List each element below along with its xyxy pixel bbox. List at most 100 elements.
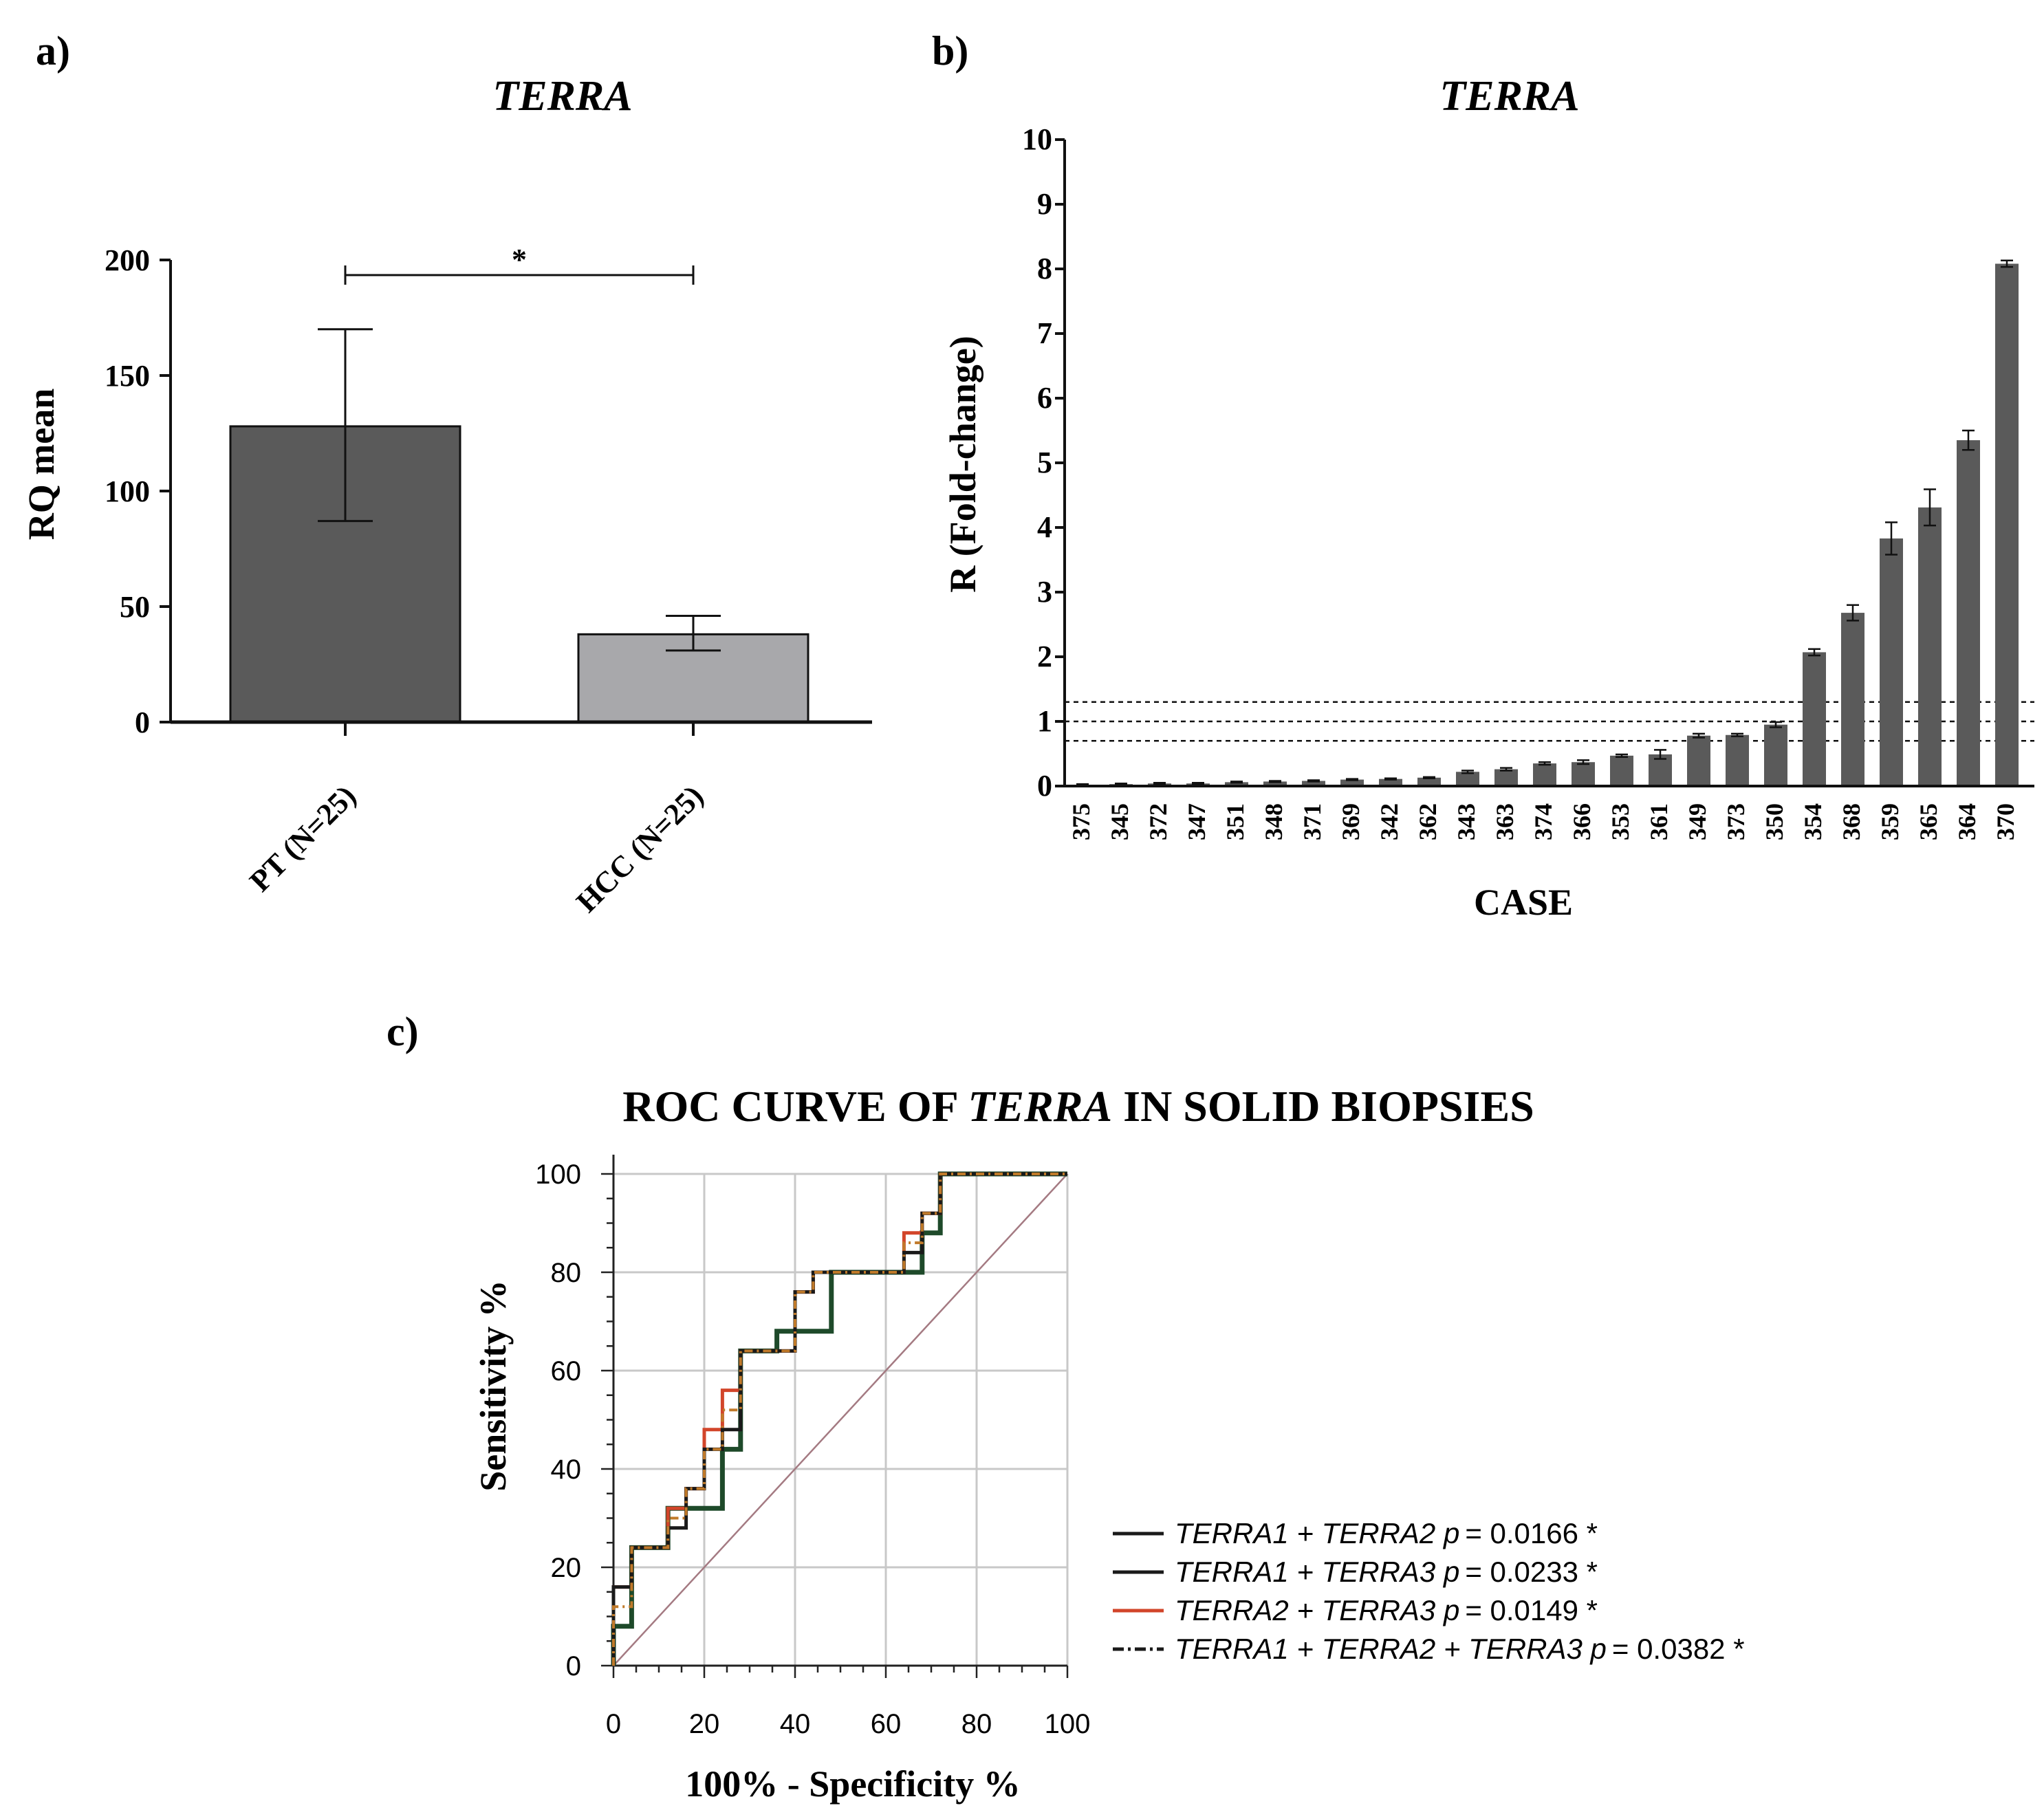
panel-a-ylabel: RQ mean: [21, 389, 62, 540]
bar-case-364: [1957, 440, 1980, 786]
panel-b-ytick: 3: [1037, 575, 1052, 609]
panel-c-letter: c): [387, 1009, 419, 1054]
panel-b: b) TERRA R (Fold-change) CASE 0 1 2 3 4 …: [932, 28, 2034, 923]
panel-b-ytick: 5: [1037, 446, 1052, 479]
panel-b-ytick: 1: [1037, 704, 1052, 738]
bar-case-354: [1803, 652, 1826, 786]
legend-series-name: TERRA1 + TERRA3: [1175, 1556, 1435, 1588]
panel-b-ytick: 9: [1037, 187, 1052, 221]
bar-case-368: [1841, 613, 1864, 786]
case-label: 348: [1260, 803, 1287, 840]
roc-ytick: 100: [535, 1159, 581, 1190]
case-label: 345: [1106, 803, 1133, 840]
legend-label-terra1-terra2: TERRA1 + TERRA2 p = 0.0166 *: [1175, 1517, 1598, 1549]
bar-case-359: [1880, 538, 1903, 786]
case-label: 362: [1414, 803, 1442, 840]
roc-ytick: 80: [551, 1258, 582, 1288]
panel-a-letter: a): [36, 28, 70, 74]
panel-c-ylabel: Sensitivity %: [472, 1280, 514, 1492]
panel-a-xtick: PT (N=25): [243, 778, 362, 898]
legend-p-value: = 0.0382 *: [1612, 1633, 1745, 1665]
case-label: 350: [1761, 803, 1788, 840]
legend-p-value: = 0.0149 *: [1465, 1594, 1598, 1626]
case-label: 364: [1953, 803, 1981, 840]
roc-ytick: 40: [551, 1455, 582, 1485]
roc-ytick: 20: [551, 1553, 582, 1583]
legend-series-name: TERRA1 + TERRA2: [1175, 1517, 1435, 1549]
bar-case-365: [1918, 507, 1942, 786]
legend-p-label: p: [1442, 1594, 1459, 1626]
case-label: 370: [1992, 803, 2019, 840]
bar-case-373: [1726, 734, 1749, 786]
bar-case-369: [1340, 779, 1364, 786]
panel-b-ytick: 10: [1022, 122, 1052, 156]
legend-series-name: TERRA1 + TERRA2 + TERRA3: [1175, 1633, 1583, 1665]
panel-a-xtick: HCC (N=25): [569, 778, 710, 919]
bar-case-351: [1225, 782, 1248, 786]
bar-case-371: [1302, 781, 1325, 786]
legend-p-value: = 0.0166 *: [1465, 1517, 1598, 1549]
case-label: 366: [1568, 803, 1596, 840]
case-label: 373: [1722, 803, 1750, 840]
case-label: 343: [1453, 803, 1480, 840]
roc-xtick: 0: [606, 1709, 621, 1739]
case-label: 349: [1684, 803, 1711, 840]
case-label: 342: [1376, 803, 1403, 840]
panel-c-title: ROC CURVE OF TERRA IN SOLID BIOPSIES: [622, 1082, 1534, 1131]
legend-label-terra-all: TERRA1 + TERRA2 + TERRA3 p = 0.0382 *: [1175, 1633, 1745, 1665]
panel-b-yticks: 0 1 2 3 4 5 6 7 8 9 10: [1022, 122, 1052, 803]
roc-title-part: IN SOLID BIOPSIES: [1112, 1082, 1534, 1131]
case-label: 375: [1067, 803, 1095, 840]
legend-series-name: TERRA2 + TERRA3: [1175, 1594, 1435, 1626]
panel-a-yticks: 0 50 100 150 200: [105, 243, 150, 739]
panel-b-ytick: 7: [1037, 316, 1052, 350]
roc-xtick: 20: [689, 1709, 720, 1739]
roc-ytick: 60: [551, 1356, 582, 1386]
case-label: 363: [1491, 803, 1519, 840]
panel-a-ytick: 100: [105, 475, 150, 508]
panel-a-plot: [160, 259, 872, 736]
legend-p-label: p: [1442, 1517, 1459, 1549]
roc-xtick: 60: [871, 1709, 902, 1739]
panel-c: c) ROC CURVE OF TERRA IN SOLID BIOPSIES …: [387, 1009, 1745, 1805]
roc-title-part: ROC CURVE OF: [622, 1082, 968, 1131]
panel-a-ytick: 50: [120, 590, 150, 624]
legend-p-value: = 0.0233 *: [1465, 1556, 1598, 1588]
bar-case-350: [1764, 724, 1787, 786]
legend-label-terra1-terra3: TERRA1 + TERRA3 p = 0.0233 *: [1175, 1556, 1598, 1588]
bar-case-353: [1610, 755, 1633, 786]
panel-b-ytick: 8: [1037, 252, 1052, 285]
panel-a: a) TERRA RQ mean 0 50 100 150 200 PT (N=…: [21, 28, 872, 919]
panel-b-letter: b): [932, 28, 968, 74]
roc-yticks: 0 20 40 60 80 100: [535, 1159, 581, 1681]
case-label: 354: [1799, 803, 1827, 840]
case-label: 368: [1838, 803, 1865, 840]
roc-xticks: 0 20 40 60 80 100: [606, 1709, 1091, 1739]
panel-a-ytick: 150: [105, 359, 150, 393]
panel-b-ytick: 6: [1037, 381, 1052, 415]
roc-xtick: 40: [780, 1709, 811, 1739]
panel-b-xticks: 375 345 372 347 351 348 371 369 342 362 …: [1067, 803, 2019, 840]
panel-a-title: TERRA: [492, 73, 632, 120]
case-label: 371: [1298, 803, 1326, 840]
bar-case-362: [1417, 777, 1441, 786]
bar-case-342: [1379, 778, 1402, 786]
bar-case-343: [1456, 772, 1479, 786]
case-label: 361: [1645, 803, 1673, 840]
legend-p-label: p: [1589, 1633, 1607, 1665]
case-label: 374: [1530, 803, 1557, 840]
case-label: 369: [1337, 803, 1365, 840]
roc-title-italic: TERRA: [968, 1082, 1112, 1131]
legend-p-label: p: [1442, 1556, 1459, 1588]
significance-marker: *: [512, 243, 527, 276]
case-label: 353: [1607, 803, 1634, 840]
roc-xtick: 100: [1045, 1709, 1091, 1739]
bar-case-349: [1687, 735, 1710, 786]
bar-case-363: [1494, 769, 1518, 786]
bar-case-348: [1263, 781, 1287, 786]
roc-legend: TERRA1 + TERRA2 p = 0.0166 * TERRA1 + TER…: [1113, 1517, 1745, 1665]
panel-b-title: TERRA: [1439, 73, 1579, 120]
case-label: 359: [1876, 803, 1904, 840]
roc-ytick: 0: [566, 1651, 581, 1681]
